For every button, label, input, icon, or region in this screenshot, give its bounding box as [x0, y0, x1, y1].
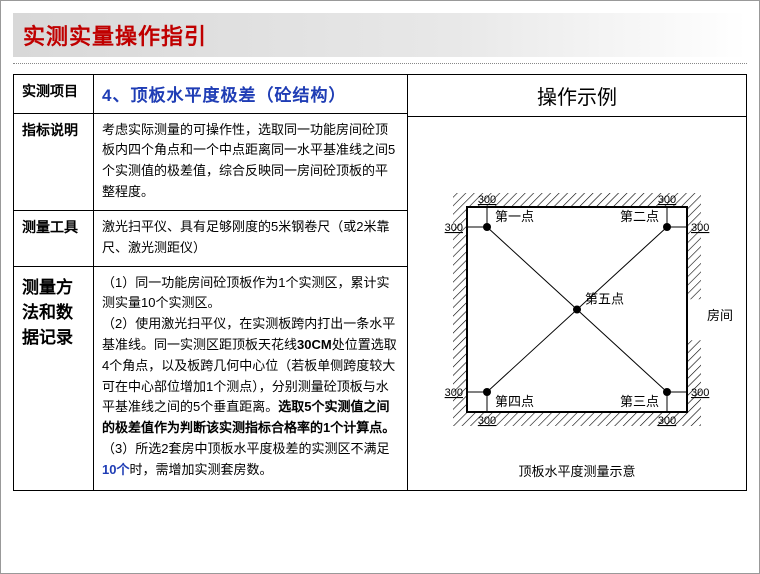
svg-text:300: 300 [658, 194, 676, 206]
diagram-caption: 顶板水平度测量示意 [408, 457, 746, 490]
example-panel: 操作示例 第一点 第二点第三点 第四点 第五点 300 300 300 300 300 300 30… [408, 74, 747, 491]
spec-table: 实测项目 4、顶板水平度极差（砼结构） 指标说明 考虑实际测量的可操作性，选取同… [13, 74, 408, 491]
separator [13, 63, 747, 64]
svg-text:300: 300 [445, 222, 463, 234]
row-project-label: 实测项目 [14, 75, 94, 114]
row-indicator-label: 指标说明 [14, 113, 94, 211]
row-method-label: 测量方法和数据记录 [14, 266, 94, 490]
row-project-value: 4、顶板水平度极差（砼结构） [94, 75, 408, 114]
svg-text:第三点: 第三点 [620, 394, 659, 409]
svg-text:第二点: 第二点 [620, 209, 659, 224]
row-method-value: （1）同一功能房间砼顶板作为1个实测区，累计实测实量10个实测区。 （2）使用激… [94, 266, 408, 490]
svg-text:300: 300 [658, 415, 676, 427]
svg-text:300: 300 [478, 415, 496, 427]
svg-text:第四点: 第四点 [495, 394, 534, 409]
example-body: 第一点 第二点第三点 第四点 第五点 300 300 300 300 300 300 300 300 房… [408, 117, 746, 457]
svg-text:第五点: 第五点 [585, 292, 624, 307]
diagram: 第一点 第二点第三点 第四点 第五点 300 300 300 300 300 300 300 300 房… [422, 177, 732, 457]
page-title-bar: 实测实量操作指引 [13, 13, 747, 57]
svg-text:300: 300 [691, 387, 709, 399]
svg-text:第一点: 第一点 [495, 209, 534, 224]
row-tool-label: 测量工具 [14, 211, 94, 266]
example-header: 操作示例 [408, 75, 746, 117]
page-title: 实测实量操作指引 [23, 24, 207, 49]
content-area: 实测项目 4、顶板水平度极差（砼结构） 指标说明 考虑实际测量的可操作性，选取同… [13, 74, 747, 491]
row-tool-value: 激光扫平仪、具有足够刚度的5米钢卷尺（或2米靠尺、激光测距仪） [94, 211, 408, 266]
svg-text:房间: 房间 [707, 308, 732, 323]
svg-text:300: 300 [445, 387, 463, 399]
svg-text:300: 300 [691, 222, 709, 234]
svg-text:300: 300 [478, 194, 496, 206]
row-indicator-value: 考虑实际测量的可操作性，选取同一功能房间砼顶板内四个角点和一个中点距离同一水平基… [94, 113, 408, 211]
